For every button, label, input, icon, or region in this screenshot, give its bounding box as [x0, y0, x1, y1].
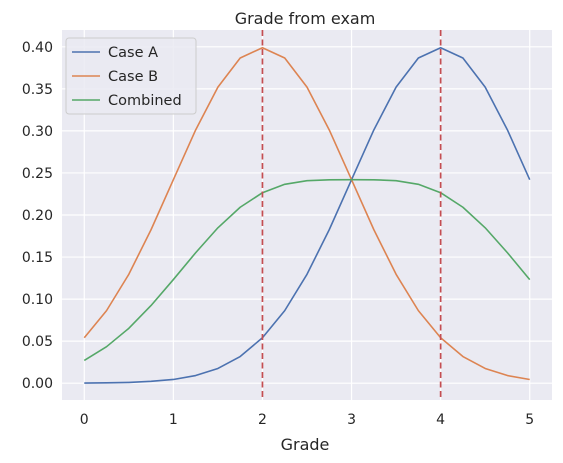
- legend-box: [65, 37, 197, 115]
- series-line-case-a: [84, 46, 531, 384]
- y-tick-label: 0.25: [22, 166, 53, 182]
- legend-label: Combined: [108, 93, 182, 109]
- y-tick-label: 0.35: [22, 82, 53, 98]
- x-tick-label: 5: [525, 412, 534, 428]
- legend-label: Case A: [108, 45, 158, 61]
- y-tick-label: 0.10: [22, 292, 53, 308]
- series-line-combined: [83, 178, 531, 362]
- x-tick-label: 2: [258, 412, 267, 428]
- y-tick-label: 0.40: [22, 40, 53, 56]
- x-tick-label: 1: [169, 412, 178, 428]
- reference-lines: [261, 30, 442, 400]
- x-tick-label: 0: [80, 412, 89, 428]
- x-axis-label: Grade: [281, 435, 330, 454]
- legend: Case A Case B Combined: [65, 37, 197, 115]
- x-axis-ticks: 0 1 2 3 4 5: [80, 412, 534, 428]
- series-line-case-b: [83, 46, 530, 381]
- y-tick-label: 0.15: [22, 250, 53, 266]
- legend-label: Case B: [108, 69, 158, 85]
- y-tick-label: 0.20: [22, 208, 53, 224]
- y-tick-label: 0.05: [22, 334, 53, 350]
- y-tick-label: 0.00: [22, 376, 53, 392]
- y-tick-label: 0.30: [22, 124, 53, 140]
- y-axis-ticks: 0.00 0.05 0.10 0.15 0.20 0.25 0.30 0.35 0.40: [22, 40, 53, 392]
- x-tick-label: 3: [347, 412, 356, 428]
- series-lines: [83, 46, 531, 384]
- chart-title: Grade from exam: [235, 9, 376, 28]
- x-tick-label: 4: [436, 412, 445, 428]
